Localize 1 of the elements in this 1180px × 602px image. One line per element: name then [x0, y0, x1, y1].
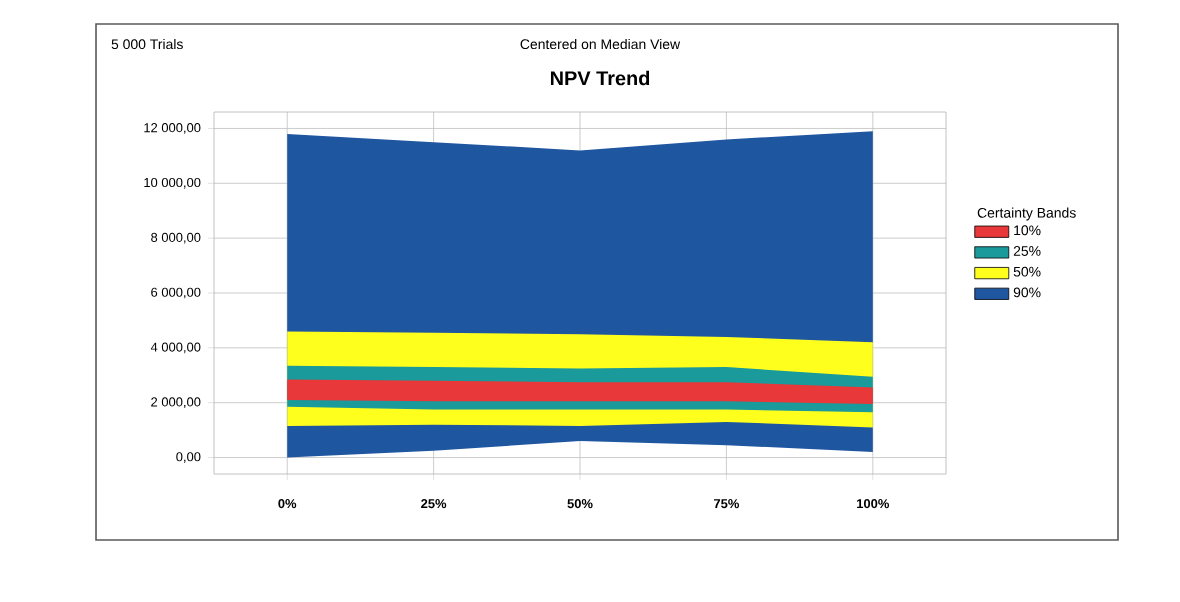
chart-title: NPV Trend [550, 70, 650, 86]
